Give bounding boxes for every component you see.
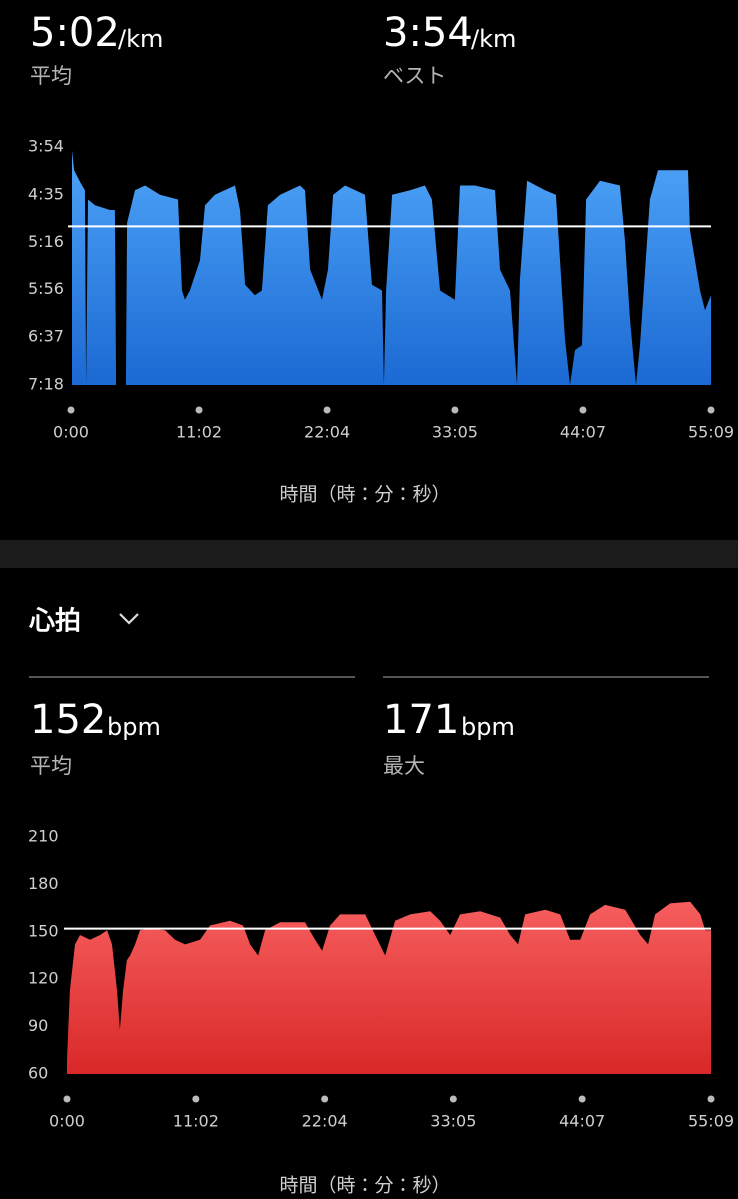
x-tick-dot <box>449 1095 457 1103</box>
hr-max: 171 <box>383 697 459 743</box>
x-tick-label: 11:02 <box>176 423 222 442</box>
section-separator <box>0 540 738 568</box>
x-tick-label: 44:07 <box>559 1112 605 1131</box>
x-tick-dot <box>323 406 331 414</box>
hr-max-label: 最大 <box>383 754 425 778</box>
y-tick-label: 6:37 <box>28 327 64 346</box>
hr-average-label: 平均 <box>30 754 72 778</box>
area <box>72 150 711 385</box>
y-tick-label: 60 <box>28 1064 48 1083</box>
y-tick-label: 180 <box>28 874 59 893</box>
pace-unit: /km <box>471 25 516 53</box>
hr-average: 152 <box>30 697 106 743</box>
y-tick-label: 5:16 <box>28 232 64 251</box>
y-tick-label: 4:35 <box>28 184 64 203</box>
x-tick-label: 0:00 <box>53 423 89 442</box>
x-tick-label: 55:09 <box>688 423 734 442</box>
pace-average: 5:02 <box>30 10 120 56</box>
y-tick-label: 120 <box>28 969 59 988</box>
x-tick-dot <box>579 406 587 414</box>
hr-unit: bpm <box>461 713 515 741</box>
y-tick-label: 150 <box>28 921 59 940</box>
x-tick-label: 44:07 <box>560 423 606 442</box>
x-tick-dot <box>321 1095 329 1103</box>
y-tick-label: 3:54 <box>28 137 64 156</box>
x-tick-label: 33:05 <box>432 423 478 442</box>
y-tick-label: 210 <box>28 827 59 846</box>
pace-average-label: 平均 <box>30 64 72 88</box>
hr-unit: bpm <box>107 713 161 741</box>
y-tick-label: 5:56 <box>28 279 64 298</box>
y-tick-label: 90 <box>28 1016 48 1035</box>
x-tick-dot <box>63 1095 71 1103</box>
x-tick-dot <box>67 406 75 414</box>
x-tick-label: 22:04 <box>304 423 350 442</box>
pace-unit: /km <box>118 25 163 53</box>
area <box>67 901 711 1074</box>
y-tick-label: 7:18 <box>28 375 64 394</box>
dropdown-chevron[interactable] <box>119 613 139 625</box>
x-tick-label: 22:04 <box>302 1112 348 1131</box>
x-tick-label: 33:05 <box>430 1112 476 1131</box>
x-tick-dot <box>578 1095 586 1103</box>
section-title[interactable]: 心拍 <box>28 607 81 637</box>
x-tick-dot <box>707 406 715 414</box>
x-tick-dot <box>451 406 459 414</box>
x-axis-label: 時間（時：分：秒） <box>279 484 450 506</box>
x-tick-label: 55:09 <box>688 1112 734 1131</box>
x-tick-dot <box>707 1095 715 1103</box>
x-tick-label: 0:00 <box>49 1112 85 1131</box>
x-tick-label: 11:02 <box>173 1112 219 1131</box>
pace-best: 3:54 <box>383 10 473 56</box>
x-tick-dot <box>192 1095 200 1103</box>
x-axis-label: 時間（時：分：秒） <box>279 1175 450 1197</box>
pace-best-label: ベスト <box>383 64 446 88</box>
x-tick-dot <box>195 406 203 414</box>
